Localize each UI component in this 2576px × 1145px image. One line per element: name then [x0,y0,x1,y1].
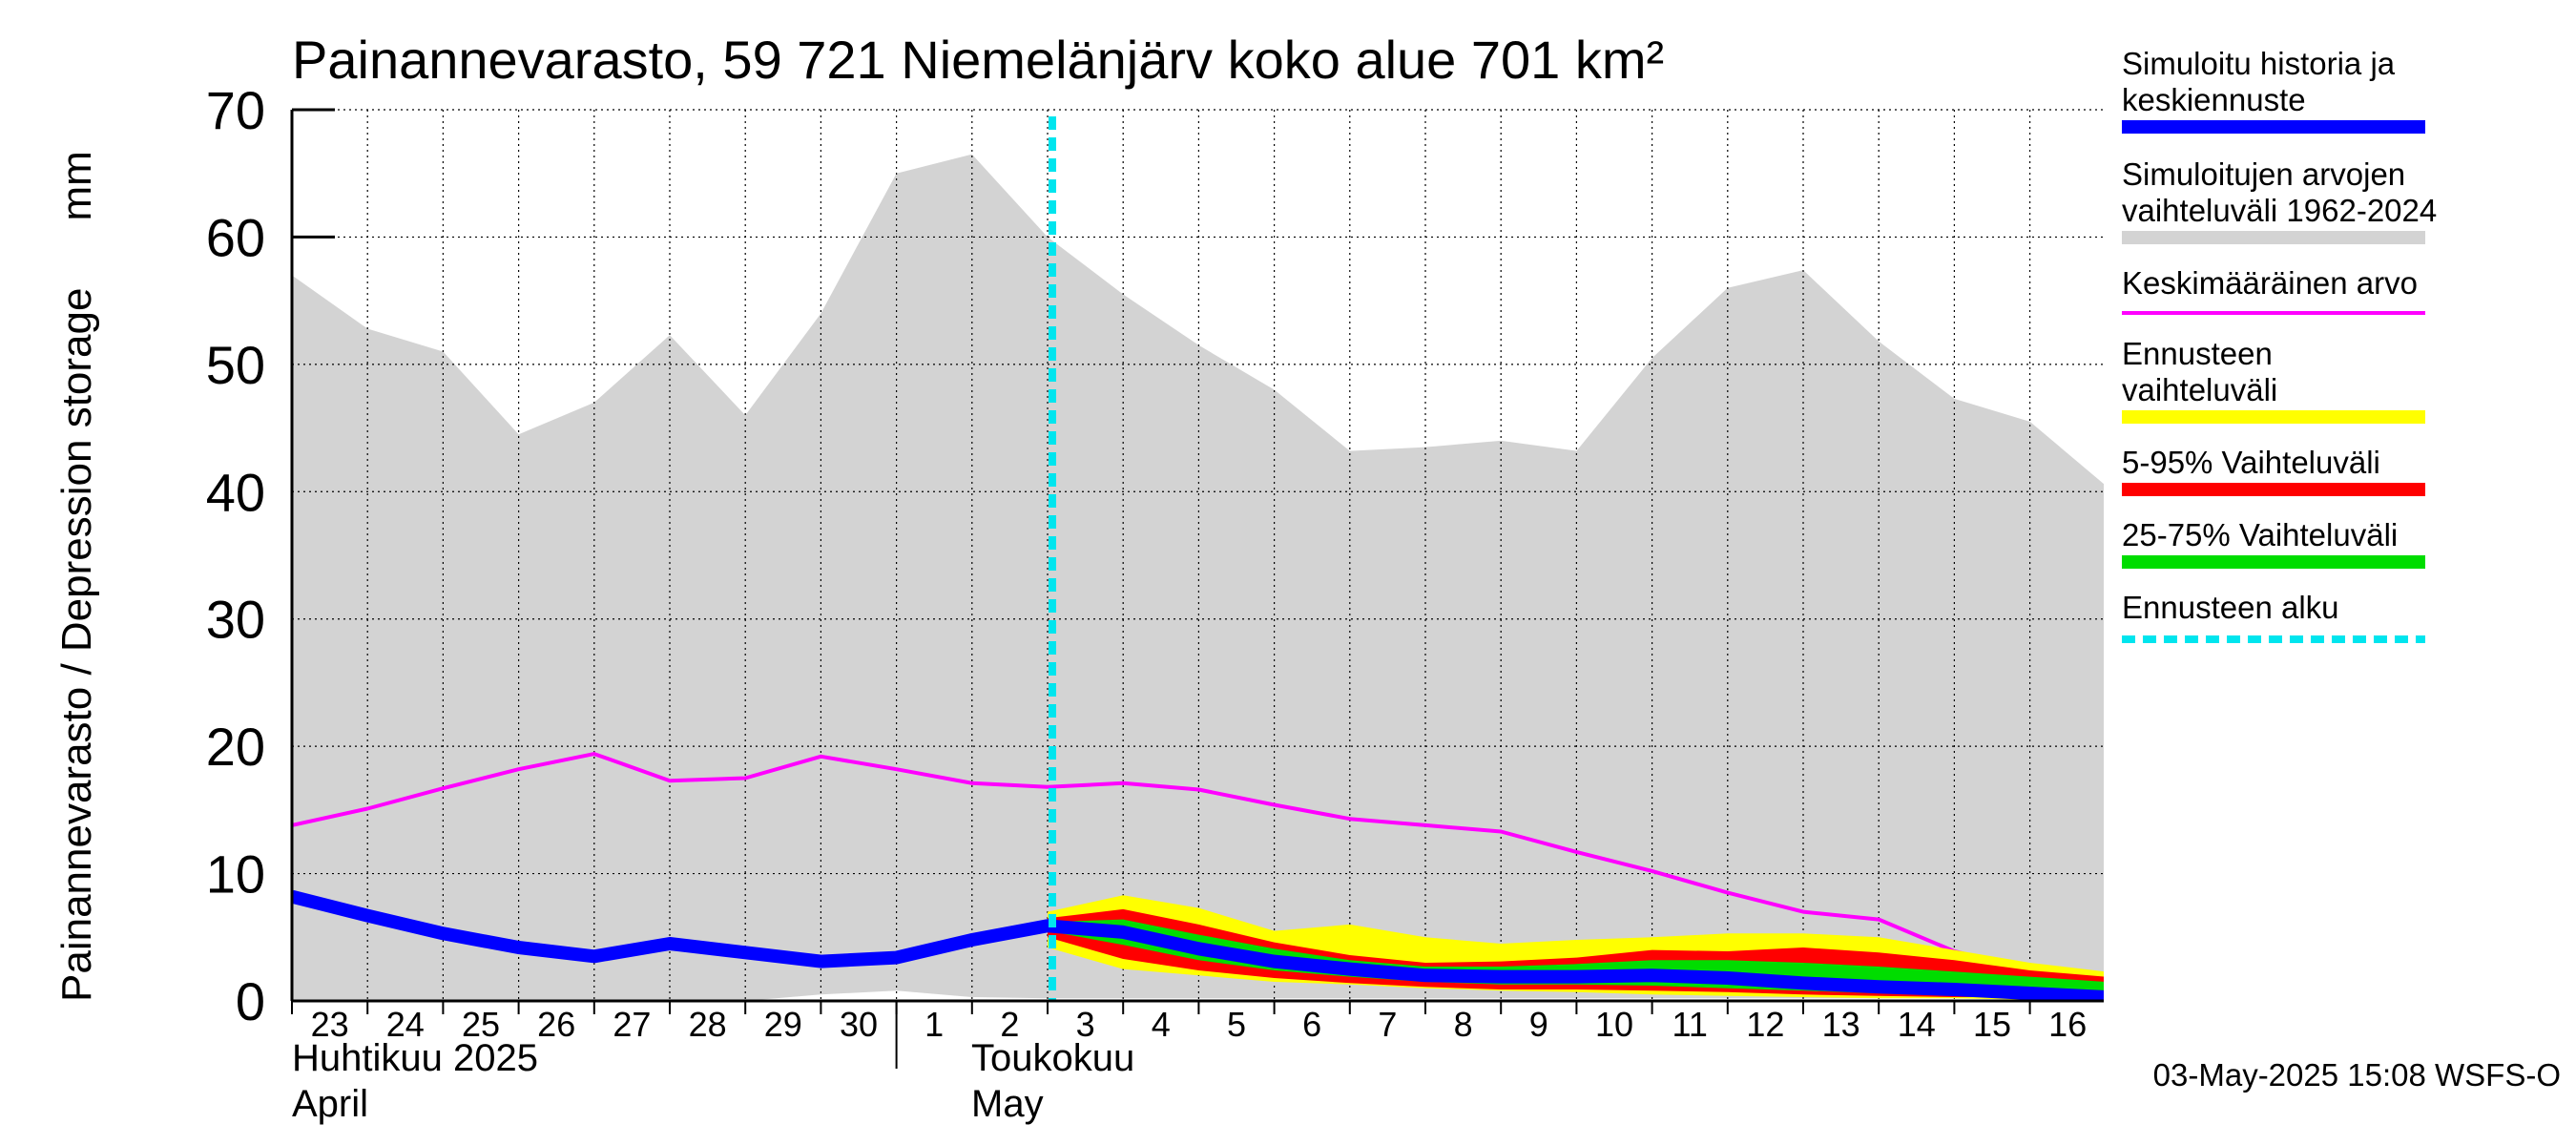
legend-label: Ennusteen alku [2122,590,2339,625]
y-tick-label: 20 [206,717,265,777]
y-tick-label: 70 [206,80,265,140]
x-tick-label: 13 [1822,1005,1860,1044]
month-label-may: Toukokuu May [971,1035,1134,1127]
chart-title: Painannevarasto, 59 721 Niemelänjärv kok… [292,30,1665,90]
history-layer [292,154,2104,1001]
legend-item: Simuloitujen arvojen vaihteluväli 1962-2… [2122,156,2570,244]
legend-label: 25-75% Vaihteluväli [2122,517,2399,552]
line-keskimaarainen-arvo [292,752,2104,983]
x-tick-label: 2 [1000,1005,1019,1044]
legend-label: Ennusteen vaihteluväli [2122,336,2278,407]
grid-lines [292,109,2104,1001]
x-tick-label: 24 [386,1005,425,1044]
x-tick-label: 10 [1595,1005,1633,1044]
x-tick-label: 5 [1227,1005,1246,1044]
x-tick-label: 3 [1076,1005,1095,1044]
x-tick-label: 15 [1973,1005,2011,1044]
band-simuloitujen-arvojen-vaihteluvali-1962-2024 [292,154,2104,1001]
y-tick-label: 50 [206,335,265,395]
y-tick-label: 60 [206,207,265,267]
x-tick-label: 26 [537,1005,575,1044]
legend: Simuloitu historia ja keskiennuste Simulo… [2122,46,2570,664]
legend-item: Simuloitu historia ja keskiennuste [2122,46,2570,134]
legend-swatch [2122,483,2425,496]
x-tick-label: 27 [613,1005,651,1044]
x-tick-label: 16 [2048,1005,2087,1044]
legend-swatch [2122,635,2425,643]
month-label-april-en: April [292,1083,369,1125]
legend-label: Keskimääräinen arvo [2122,265,2418,301]
x-tick-label: 28 [689,1005,727,1044]
x-tick-label: 25 [462,1005,500,1044]
x-tick-label: 7 [1378,1005,1397,1044]
month-label-april: Huhtikuu 2025 April [292,1035,538,1127]
timestamp-footer: 03-May-2025 15:08 WSFS-O [2152,1057,2561,1093]
x-tick-label: 6 [1302,1005,1321,1044]
band-25-75-vaihteluvali [1048,919,2104,997]
x-tick-label: 14 [1898,1005,1936,1044]
legend-item: 25-75% Vaihteluväli [2122,517,2570,569]
plot-content [292,752,2104,1001]
y-axis-unit: mm [53,151,100,221]
legend-item: Ennusteen alku [2122,590,2570,643]
y-tick-label: 0 [236,971,265,1031]
x-tick-label: 23 [311,1005,349,1044]
x-tick-label: 11 [1672,1005,1708,1044]
x-tick-label: 30 [840,1005,878,1044]
legend-swatch [2122,231,2425,244]
y-tick-label: 40 [206,462,265,522]
legend-item: 5-95% Vaihteluväli [2122,445,2570,496]
x-tick-label: 9 [1529,1005,1548,1044]
month-label-may-fi: Toukokuu [971,1037,1135,1079]
line-simuloitu-historia-ja-keskiennuste [292,889,2104,1001]
legend-label: Simuloitu historia ja keskiennuste [2122,46,2396,117]
legend-label: Simuloitujen arvojen vaihteluväli 1962-2… [2122,156,2438,228]
x-tick-label: 8 [1454,1005,1473,1044]
legend-swatch [2122,120,2425,134]
legend-item: Keskimääräinen arvo [2122,265,2570,315]
y-axis-label: Painannevarasto / Depression storage [53,287,100,1002]
y-axis-title: Painannevarasto / Depression storage mm [53,151,101,1002]
x-tick-label: 12 [1746,1005,1784,1044]
legend-swatch [2122,555,2425,569]
legend-swatch [2122,311,2425,315]
month-label-may-en: May [971,1083,1044,1125]
x-tick-label: 1 [924,1005,944,1044]
y-tick-label: 10 [206,844,265,905]
x-tick-label: 4 [1152,1005,1171,1044]
y-tick-label: 30 [206,590,265,650]
legend-item: Ennusteen vaihteluväli [2122,336,2570,424]
month-label-april-fi: Huhtikuu 2025 [292,1037,538,1079]
x-tick-label: 29 [764,1005,802,1044]
legend-swatch [2122,410,2425,424]
legend-label: 5-95% Vaihteluväli [2122,445,2380,480]
